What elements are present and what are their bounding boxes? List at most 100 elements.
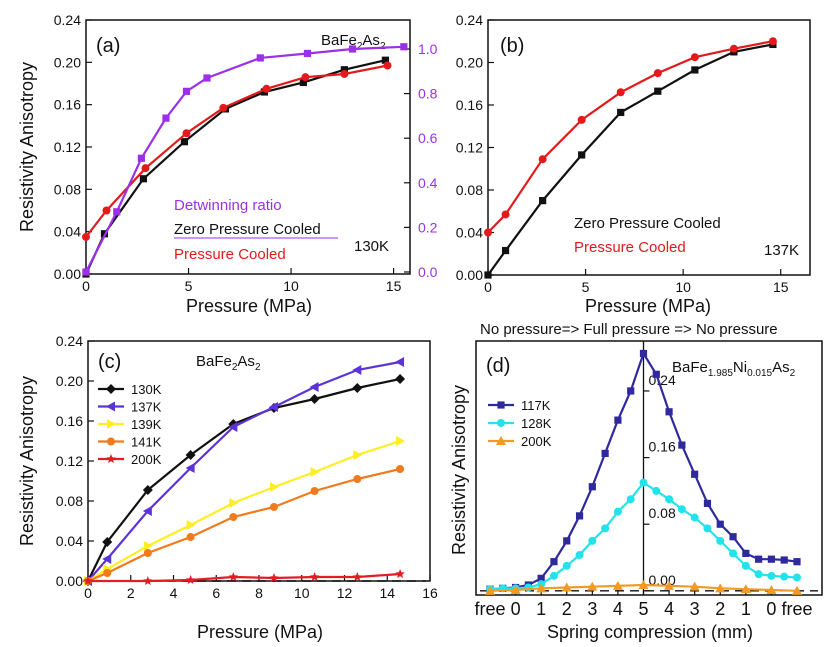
panel-c-data-point [102,554,112,564]
panel-c-data-point [186,533,195,541]
panel-a-ytick-label: 0.08 [54,181,81,197]
panel-c-ytick-label: 0.20 [56,373,83,389]
panel-c-data-point [309,394,320,404]
panel-b-legend-zero-cooled: Zero Pressure Cooled [574,215,721,232]
panel-c-series-line [88,572,401,583]
panel-d-data-point [601,449,609,458]
panel-a-xtick-label: 10 [283,278,299,294]
panel-a-right-tick-label: 0.6 [418,130,438,146]
panel-c-xlabel: Pressure (MPa) [197,622,323,642]
panel-a-data-point [139,175,148,183]
panel-c-data-point [395,374,406,384]
panel-c-xtick-label: 8 [255,585,263,601]
panel-c-legend-marker [107,419,116,429]
panel-d-xtick-label: 0 [511,599,521,619]
panel-d-data-point [677,505,686,514]
panel-c-data-point [352,572,363,581]
panel-d-data-point [780,556,788,564]
panel-d-data-point [652,370,660,378]
panel-b-xtick-label: 10 [675,279,691,295]
panel-b-xlabel: Pressure (MPa) [585,296,711,316]
panel-c-ytick-label: 0.16 [56,413,83,429]
panel-d-data-point [485,585,495,595]
panel-c-data-point [228,572,239,581]
panel-a-data-point [82,268,90,276]
panel-d-data-point [627,387,635,395]
panel-a-legend-detwinning: Detwinning ratio [174,197,282,214]
panel-b-data-point [501,246,510,255]
panel-d-data-point [664,580,675,590]
panel-c-data-point [269,503,278,511]
panel-c-data-point [352,383,363,393]
chart-marks: 0 5 10 150.000.040.080.120.160.200.240.00.2… [54,12,818,619]
panel-b-xtick-label: 15 [773,279,789,295]
panel-d-data-point [550,558,558,566]
panel-d-ytick-label: 0.08 [649,505,676,521]
panel-b-data-point [729,44,738,53]
panel-d-legend-label: 117K [521,398,551,413]
panel-d-frame [475,340,823,596]
panel-d-data-point [665,495,674,504]
panel-d-data-point [587,581,598,591]
panel-b-label: (b) [500,35,524,57]
panel-a-right-tick-label: 0.2 [418,219,438,235]
panel-a-data-point [182,129,191,138]
panel-a-data-point [340,66,348,74]
panel-d-data-point [793,573,801,582]
panel-c-xtick-label: 6 [212,585,220,601]
panel-b-data-point [578,151,586,159]
panel-a-data-point [340,69,349,78]
panel-b-ytick-label: 0.00 [456,267,483,283]
panel-b-data-point [616,88,625,97]
panel-d-xtick-label: 3 [587,599,597,619]
panel-b-data-point [653,69,662,78]
panel-b-ytick-label: 0.08 [456,182,483,198]
panel-a-data-point [162,114,170,122]
panel-d-data-point [716,536,725,545]
panel-d-data-point [665,408,673,416]
panel-d-data-point [767,555,776,563]
panel-d-ylabel: Resistivity Anisotropy [449,385,469,555]
panel-d-data-point [766,585,777,595]
panel-c-data-point [269,573,279,582]
panel-c-legend-label: 137K [131,400,162,415]
panel-d-xtick-label: 2 [715,599,725,619]
panel-a-data-point [301,73,310,82]
panel-d-data-point [588,536,597,545]
panel-d-data-point [562,561,571,570]
panel-d-xtick-label: 1 [536,599,546,619]
panel-c-ytick-label: 0.00 [56,573,83,589]
panel-d-data-point [549,571,558,580]
panel-c-data-point [352,365,362,375]
panel-a-ytick-label: 0.20 [54,54,81,70]
panel-d-data-point [563,537,571,545]
panel-c-data-point [229,498,239,508]
panel-d-data-point [639,478,648,487]
panel-a-data-point [303,49,312,58]
panel-d-xtick-label: 1 [741,599,751,619]
panel-a-formula: BaFe2As2 [321,32,386,52]
panel-c-data-point [269,482,279,492]
panel-b-ytick-label: 0.16 [456,97,483,113]
panel-d-data-point [652,486,661,495]
panel-a-data-point [113,208,121,216]
panel-d-ytick-label: 0.24 [649,372,676,388]
panel-a-label: (a) [96,35,120,57]
panel-d-data-point [755,555,763,563]
panel-b-series-line [487,40,774,234]
panel-d-legend-marker [496,436,506,445]
panel-a-ylabel: Resistivity Anisotropy [17,62,37,232]
panel-c-data-point [185,450,196,460]
panel-c-data-point [353,475,362,483]
panel-a-right-tick-label: 0.4 [418,175,438,191]
panel-a-data-point [219,103,228,112]
panel-c-data-point [103,569,112,577]
panel-d-data-point [741,561,750,570]
panel-d-data-point [588,483,596,491]
panel-d-data-point [703,499,712,507]
panel-a-data-point [203,74,211,82]
panel-a-data-point [262,84,271,93]
panel-d-xtick-label: 2 [562,599,572,619]
panel-c-ytick-label: 0.12 [56,453,83,469]
